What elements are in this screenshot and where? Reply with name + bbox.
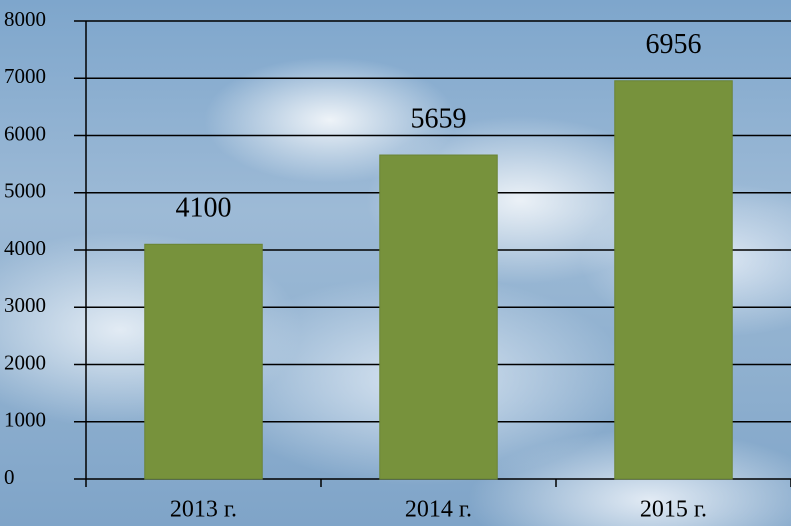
value-label: 5659 bbox=[411, 103, 467, 134]
value-label: 6956 bbox=[646, 29, 702, 60]
bar bbox=[615, 81, 733, 479]
bar bbox=[380, 155, 498, 479]
y-tick-label: 0 bbox=[4, 465, 15, 489]
y-tick-label: 7000 bbox=[4, 64, 46, 88]
y-tick-label: 8000 bbox=[4, 7, 46, 31]
x-tick-label: 2014 г. bbox=[405, 497, 472, 523]
x-tick-label: 2015 г. bbox=[640, 497, 707, 523]
value-label: 4100 bbox=[176, 193, 232, 224]
y-tick-label: 3000 bbox=[4, 293, 46, 317]
y-tick-label: 2000 bbox=[4, 350, 46, 374]
y-tick-label: 6000 bbox=[4, 121, 46, 145]
chart: 0 1000 2000 3000 4000 5000 6000 7000 8000 2013 г.… bbox=[0, 0, 791, 526]
y-tick-label: 4000 bbox=[4, 236, 46, 260]
y-tick-label: 1000 bbox=[4, 408, 46, 432]
x-tick-label: 2013 г. bbox=[170, 497, 237, 523]
bar bbox=[145, 244, 263, 479]
y-tick-label: 5000 bbox=[4, 179, 46, 203]
